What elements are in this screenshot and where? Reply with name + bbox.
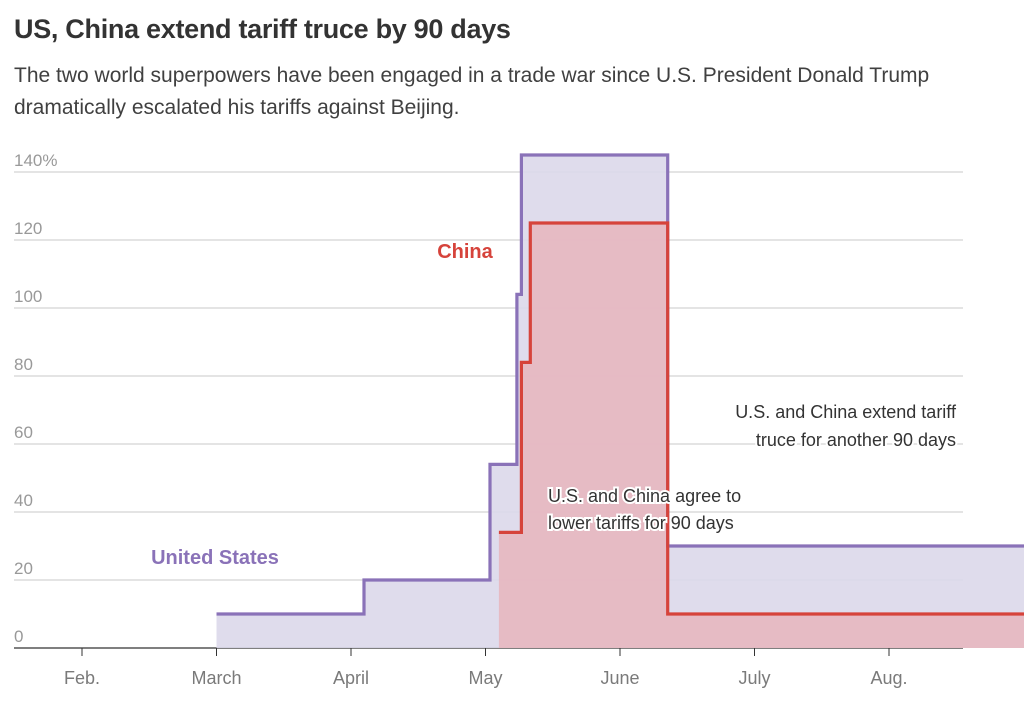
x-tick-label: April [333, 668, 369, 688]
y-tick-label: 100 [14, 287, 42, 306]
y-tick-label: 20 [14, 559, 33, 578]
china-area [498, 223, 1024, 648]
y-tick-label: 60 [14, 423, 33, 442]
y-tick-label: 120 [14, 219, 42, 238]
x-tick-label: June [600, 668, 639, 688]
series-lines [216, 153, 1024, 616]
chart-labels: 0 20 40 60 80 100 120 140% Feb. March April May June… [14, 151, 959, 688]
china-series-label: China [437, 241, 493, 263]
chart-subtitle: The two world superpowers have been enga… [14, 64, 930, 119]
x-tick-label: Aug. [870, 668, 907, 688]
x-tick-label: May [468, 668, 502, 688]
annotation-truce-extend-line: U.S. and China extend tariff [735, 402, 957, 422]
annotation-truce-agree-line: U.S. and China agree to [548, 486, 741, 506]
y-tick-label: 0 [14, 627, 23, 646]
y-tick-label: 140% [14, 151, 57, 170]
x-tick-label: Feb. [64, 668, 100, 688]
annotation-truce-agree-line: lower tariffs for 90 days [548, 513, 734, 533]
annotation-truce-extend-line: truce for another 90 days [756, 430, 956, 450]
united-states-series-label: United States [151, 547, 279, 569]
area-fills [216, 155, 1024, 648]
chart-title: US, China extend tariff truce by 90 days [14, 14, 511, 44]
gridlines [14, 171, 963, 656]
y-tick-label: 40 [14, 491, 33, 510]
x-tick-label: July [738, 668, 770, 688]
china-line [498, 221, 1024, 616]
united-states-line [216, 153, 1024, 616]
y-tick-label: 80 [14, 355, 33, 374]
x-tick-label: March [191, 668, 241, 688]
